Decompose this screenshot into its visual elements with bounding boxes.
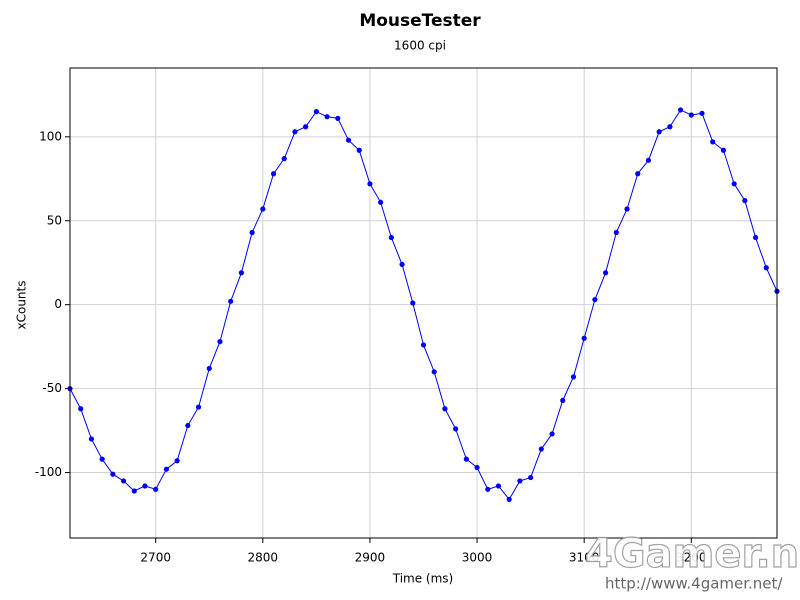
data-point (517, 478, 523, 484)
data-point (88, 436, 95, 442)
data-point (153, 486, 159, 492)
data-point (303, 124, 309, 130)
data-point (528, 474, 534, 481)
data-point (656, 129, 662, 135)
data-point (570, 374, 577, 380)
data-point (345, 137, 352, 143)
data-point (238, 270, 244, 276)
data-point (399, 261, 405, 267)
data-point (549, 431, 555, 437)
data-point (453, 426, 459, 432)
watermark: 4Gamer.net (585, 531, 800, 577)
data-point (495, 483, 502, 489)
data-point (142, 483, 148, 489)
data-point (474, 464, 480, 471)
data-point (645, 157, 652, 163)
plot-area: -100 -50 0 50 100 2700 2800 2900 3000 3100 3200 (35, 68, 780, 565)
data-point (731, 181, 737, 187)
data-point (720, 147, 727, 153)
data-point (195, 404, 202, 410)
data-point (217, 339, 223, 345)
data-point (356, 147, 362, 153)
data-point (228, 298, 234, 304)
data-point (560, 397, 566, 403)
data-point (292, 129, 298, 135)
y-tick-label: 50 (47, 213, 62, 227)
chart-subtitle: 1600 cpi (394, 39, 446, 53)
data-point (324, 114, 330, 120)
data-point (752, 234, 759, 241)
data-point (667, 124, 673, 130)
data-point (538, 446, 544, 452)
plot-frame (69, 67, 778, 539)
x-tick-label: 3000 (462, 551, 493, 565)
data-point (581, 335, 587, 341)
x-tick-label: 2900 (355, 551, 386, 565)
x-tick-label: 2700 (140, 551, 171, 565)
data-point (163, 466, 170, 472)
data-point (388, 234, 394, 241)
data-point (410, 300, 416, 306)
data-point (603, 270, 609, 276)
x-axis-label: Time (ms) (392, 572, 454, 586)
data-point (174, 458, 180, 464)
data-point (249, 229, 255, 236)
data-point (763, 265, 769, 271)
data-point (624, 206, 630, 212)
y-tick-label: -100 (35, 465, 62, 479)
data-point (281, 156, 287, 162)
x-tick-label: 2800 (248, 551, 279, 565)
y-tick-label: 0 (54, 297, 62, 311)
data-point (367, 181, 373, 187)
data-point (120, 478, 127, 484)
data-point (420, 342, 427, 348)
data-point (313, 109, 319, 115)
data-point (335, 115, 341, 121)
x-tick-label: 3100 (569, 551, 600, 565)
data-point (613, 229, 619, 236)
data-point (463, 456, 469, 462)
y-tick-label: -50 (42, 381, 62, 395)
data-point (635, 171, 641, 177)
data-point (506, 496, 512, 502)
chart-title: MouseTester (359, 11, 481, 31)
data-point (592, 297, 598, 303)
watermark-url: http://www.4gamer.net/ (605, 575, 783, 593)
data-point (742, 198, 748, 204)
data-point (442, 406, 448, 412)
data-point (206, 365, 212, 372)
data-point (378, 199, 384, 205)
data-point (185, 422, 191, 429)
data-point (78, 406, 84, 412)
x-tick-label: 3200 (676, 551, 707, 565)
data-point (270, 171, 277, 177)
data-point (485, 486, 491, 492)
data-point (260, 206, 266, 212)
data-point (99, 456, 105, 462)
data-point (677, 107, 684, 113)
y-tick-label: 100 (39, 129, 62, 143)
data-point (710, 139, 716, 145)
data-point (131, 488, 137, 494)
data-point (688, 112, 694, 118)
y-axis-label: xCounts (15, 281, 29, 330)
data-point (110, 471, 116, 477)
data-point (699, 110, 705, 116)
data-point (431, 369, 437, 375)
